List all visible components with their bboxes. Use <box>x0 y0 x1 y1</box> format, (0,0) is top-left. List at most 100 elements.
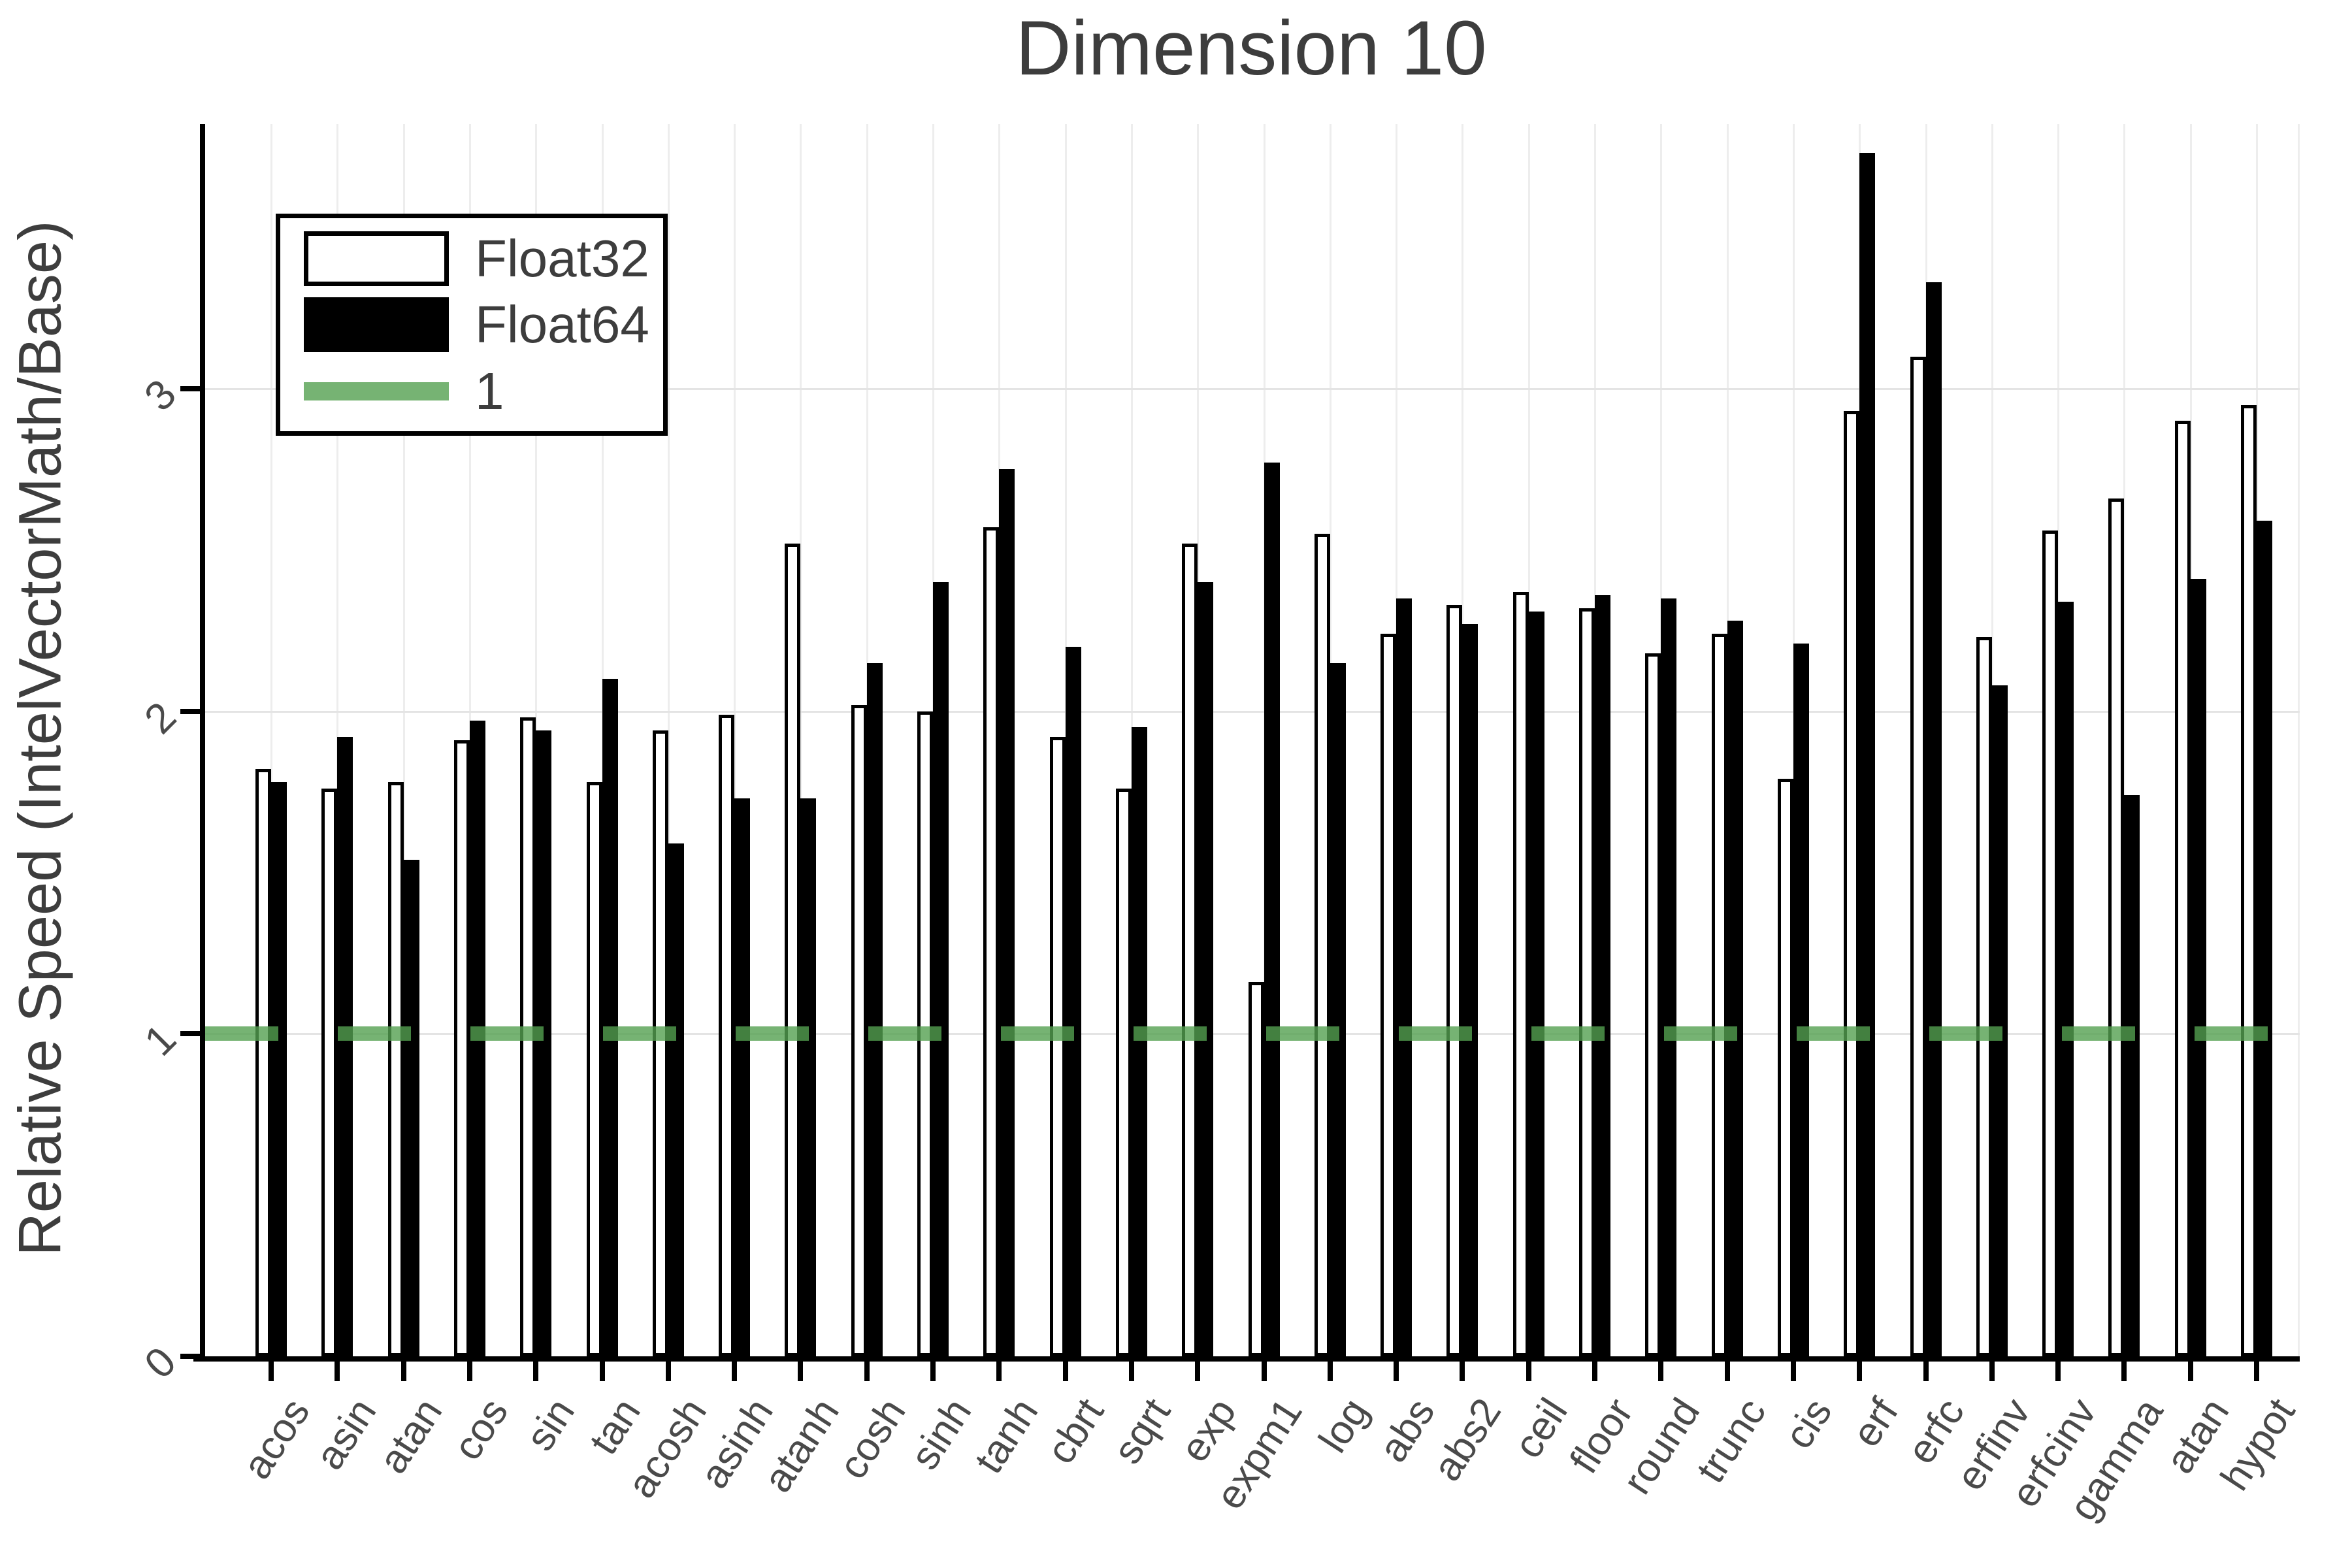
bar-float64-cosh <box>866 662 883 1356</box>
bar-float64-floor <box>1595 595 1610 1356</box>
x-tick-label-cis: cis <box>1776 1390 1841 1457</box>
bar-float64-abs2 <box>1462 624 1478 1356</box>
x-tick <box>864 1362 870 1381</box>
bar-float32-acosh <box>652 730 668 1356</box>
legend-row-float64: Float64 <box>304 295 663 355</box>
bar-float64-asin <box>337 737 353 1356</box>
bar-float64-cbrt <box>1065 646 1081 1356</box>
x-tick <box>1724 1362 1730 1381</box>
bar-float32-atan <box>2174 421 2191 1356</box>
bar-float32-erfcinv <box>2042 531 2059 1356</box>
x-tick <box>1790 1362 1796 1381</box>
bar-float64-tan <box>602 679 618 1356</box>
x-tick <box>1327 1362 1333 1381</box>
x-tick <box>1592 1362 1597 1381</box>
bar-float32-gamma <box>2108 498 2125 1356</box>
x-tick <box>1923 1362 1929 1381</box>
bar-float32-asin <box>321 789 338 1356</box>
float32-swatch <box>304 231 449 286</box>
x-tick <box>2254 1362 2259 1381</box>
x-tick-label-cos: cos <box>445 1390 517 1469</box>
bar-float64-acos <box>271 782 287 1356</box>
bar-float32-cos <box>453 740 470 1356</box>
grid-vline <box>734 124 736 1356</box>
y-tick-label: 0 <box>135 1337 186 1388</box>
legend: Float32 Float64 1 <box>276 214 668 436</box>
bar-float32-exp <box>1182 543 1198 1356</box>
x-tick <box>996 1362 1002 1381</box>
legend-label-float32: Float32 <box>475 229 649 287</box>
float64-swatch <box>304 297 449 352</box>
x-axis-line <box>193 1356 2300 1362</box>
bar-float64-acosh <box>668 843 684 1356</box>
bar-float32-floor <box>1579 608 1595 1356</box>
y-axis-line <box>200 124 205 1362</box>
bar-float64-erfinv <box>1991 685 2008 1356</box>
bar-float64-sin <box>536 730 552 1356</box>
bar-float32-erfc <box>1910 356 1926 1356</box>
grid-vline <box>2298 124 2300 1356</box>
bar-float32-erfinv <box>1976 637 1992 1356</box>
x-tick-label-cosh: cosh <box>830 1390 915 1487</box>
bar-float32-tanh <box>983 527 1000 1356</box>
bar-float32-atan <box>387 782 404 1356</box>
bar-float32-abs2 <box>1446 604 1463 1356</box>
bar-float32-log <box>1314 534 1330 1356</box>
bar-float64-erfcinv <box>2058 601 2074 1356</box>
refline-1 <box>205 1026 2297 1041</box>
bar-float64-atan <box>2190 579 2206 1356</box>
bar-float64-atan <box>403 859 419 1356</box>
x-tick <box>1989 1362 1995 1381</box>
legend-label-refline: 1 <box>475 361 504 420</box>
x-tick <box>1526 1362 1531 1381</box>
bar-float64-gamma <box>2124 794 2140 1356</box>
y-tick <box>180 385 203 391</box>
x-tick <box>1261 1362 1267 1381</box>
x-tick <box>400 1362 406 1381</box>
grid-hline <box>203 710 2300 713</box>
bar-float64-round <box>1661 598 1677 1356</box>
bar-float64-cis <box>1793 643 1809 1356</box>
bar-float64-hypot <box>2257 521 2272 1356</box>
x-tick <box>1062 1362 1068 1381</box>
grid-hline <box>203 387 2300 390</box>
x-tick-label-log: log <box>1310 1390 1378 1461</box>
bar-float32-acos <box>255 769 271 1356</box>
bar-float64-erfc <box>1925 282 1942 1356</box>
bar-float32-trunc <box>1711 634 1727 1356</box>
x-tick <box>1128 1362 1134 1381</box>
bar-float32-erf <box>1844 411 1860 1356</box>
y-tick-label: 3 <box>135 370 186 420</box>
bar-float64-trunc <box>1727 621 1743 1356</box>
x-tick <box>1658 1362 1664 1381</box>
bar-float32-expm1 <box>1248 982 1264 1356</box>
bar-float32-cbrt <box>1049 737 1066 1356</box>
x-tick <box>1195 1362 1201 1381</box>
grid-vline <box>800 124 802 1356</box>
y-tick-label: 2 <box>135 693 186 743</box>
legend-row-refline: 1 <box>304 361 663 421</box>
refline-swatch <box>304 382 449 400</box>
grid-vline <box>402 124 405 1356</box>
x-tick-label-trunc: trunc <box>1688 1390 1775 1491</box>
bar-float64-atanh <box>800 798 817 1356</box>
bar-float32-round <box>1645 653 1661 1356</box>
x-tick <box>798 1362 804 1381</box>
x-tick <box>466 1362 472 1381</box>
bar-float64-abs <box>1396 598 1413 1356</box>
grid-vline <box>667 124 670 1356</box>
bar-float32-atanh <box>785 543 801 1356</box>
x-tick-label-sqrt: sqrt <box>1104 1390 1179 1472</box>
bar-float64-ceil <box>1528 611 1544 1356</box>
bar-float64-sinh <box>933 582 949 1356</box>
x-tick <box>335 1362 340 1381</box>
bar-float64-tanh <box>999 469 1015 1356</box>
bar-float64-expm1 <box>1264 463 1280 1356</box>
x-tick <box>732 1362 738 1381</box>
x-tick-label-sinh: sinh <box>902 1390 981 1478</box>
grid-vline <box>2123 124 2126 1356</box>
bar-float64-sqrt <box>1131 727 1147 1356</box>
bar-float64-asinh <box>734 798 751 1356</box>
